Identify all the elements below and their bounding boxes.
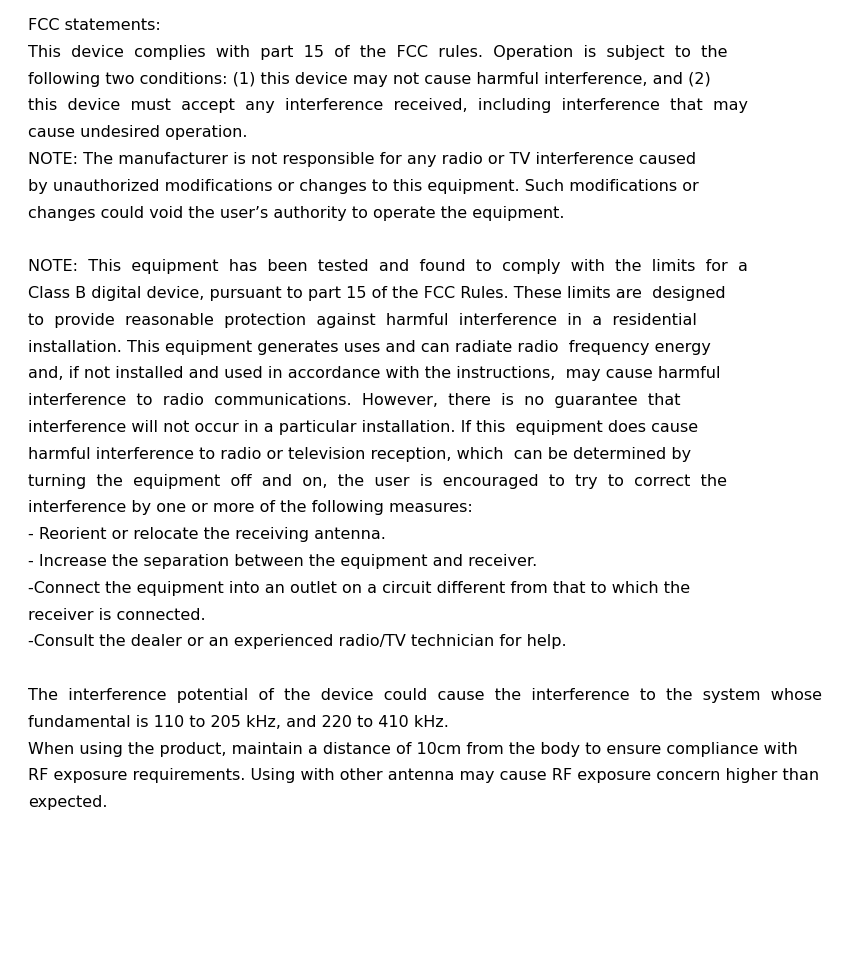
Text: harmful interference to radio or television reception, which  can be determined : harmful interference to radio or televis…: [28, 446, 691, 462]
Text: this  device  must  accept  any  interference  received,  including  interferenc: this device must accept any interference…: [28, 99, 748, 113]
Text: This  device  complies  with  part  15  of  the  FCC  rules.  Operation  is  sub: This device complies with part 15 of the…: [28, 45, 727, 60]
Text: fundamental is 110 to 205 kHz, and 220 to 410 kHz.: fundamental is 110 to 205 kHz, and 220 t…: [28, 715, 449, 730]
Text: following two conditions: (1) this device may not cause harmful interference, an: following two conditions: (1) this devic…: [28, 72, 711, 86]
Text: Class B digital device, pursuant to part 15 of the FCC Rules. These limits are  : Class B digital device, pursuant to part…: [28, 286, 726, 301]
Text: The  interference  potential  of  the  device  could  cause  the  interference  : The interference potential of the device…: [28, 688, 822, 703]
Text: interference will not occur in a particular installation. If this  equipment doe: interference will not occur in a particu…: [28, 420, 698, 435]
Text: interference  to  radio  communications.  However,  there  is  no  guarantee  th: interference to radio communications. Ho…: [28, 394, 681, 408]
Text: RF exposure requirements. Using with other antenna may cause RF exposure concern: RF exposure requirements. Using with oth…: [28, 768, 819, 783]
Text: installation. This equipment generates uses and can radiate radio  frequency ene: installation. This equipment generates u…: [28, 340, 711, 354]
Text: expected.: expected.: [28, 795, 107, 810]
Text: - Increase the separation between the equipment and receiver.: - Increase the separation between the eq…: [28, 554, 537, 569]
Text: receiver is connected.: receiver is connected.: [28, 608, 206, 623]
Text: - Reorient or relocate the receiving antenna.: - Reorient or relocate the receiving ant…: [28, 527, 386, 542]
Text: to  provide  reasonable  protection  against  harmful  interference  in  a  resi: to provide reasonable protection against…: [28, 313, 697, 327]
Text: FCC statements:: FCC statements:: [28, 18, 161, 33]
Text: cause undesired operation.: cause undesired operation.: [28, 125, 247, 140]
Text: NOTE: The manufacturer is not responsible for any radio or TV interference cause: NOTE: The manufacturer is not responsibl…: [28, 152, 696, 167]
Text: changes could void the user’s authority to operate the equipment.: changes could void the user’s authority …: [28, 205, 565, 221]
Text: by unauthorized modifications or changes to this equipment. Such modifications o: by unauthorized modifications or changes…: [28, 179, 699, 194]
Text: NOTE:  This  equipment  has  been  tested  and  found  to  comply  with  the  li: NOTE: This equipment has been tested and…: [28, 259, 748, 275]
Text: and, if not installed and used in accordance with the instructions,  may cause h: and, if not installed and used in accord…: [28, 367, 721, 381]
Text: -Connect the equipment into an outlet on a circuit different from that to which : -Connect the equipment into an outlet on…: [28, 581, 690, 596]
Text: -Consult the dealer or an experienced radio/TV technician for help.: -Consult the dealer or an experienced ra…: [28, 635, 567, 649]
Text: When using the product, maintain a distance of 10cm from the body to ensure comp: When using the product, maintain a dista…: [28, 741, 798, 756]
Text: interference by one or more of the following measures:: interference by one or more of the follo…: [28, 500, 473, 516]
Text: turning  the  equipment  off  and  on,  the  user  is  encouraged  to  try  to  : turning the equipment off and on, the us…: [28, 473, 727, 489]
